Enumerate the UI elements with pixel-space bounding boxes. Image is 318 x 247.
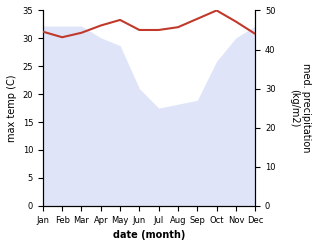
Y-axis label: max temp (C): max temp (C) [7, 74, 17, 142]
Y-axis label: med. precipitation
(kg/m2): med. precipitation (kg/m2) [289, 63, 311, 153]
X-axis label: date (month): date (month) [113, 230, 185, 240]
